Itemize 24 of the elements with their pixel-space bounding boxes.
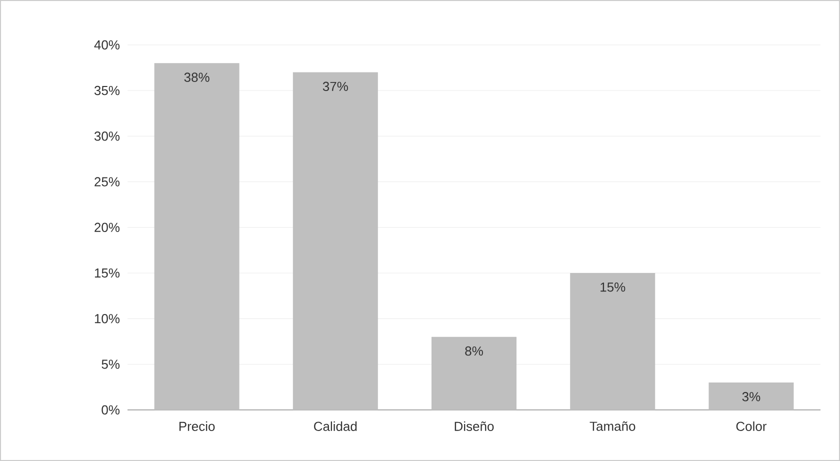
x-tick-label: Precio [179, 421, 215, 431]
y-tick-label: 0% [102, 405, 120, 414]
x-tick-label: Calidad [314, 421, 357, 431]
bar [708, 382, 794, 410]
y-tick-label: 15% [94, 268, 120, 278]
x-tick-label: Color [736, 421, 767, 431]
y-tick-label: 25% [94, 177, 120, 186]
data-label: 38% [184, 72, 210, 82]
y-tick-label: 35% [94, 86, 120, 96]
data-label: 15% [600, 282, 626, 292]
x-tick-label: Diseño [454, 421, 494, 431]
y-tick-label: 40% [94, 40, 120, 50]
data-label: 8% [465, 346, 483, 356]
data-label: 3% [742, 392, 760, 402]
y-tick-label: 10% [94, 314, 120, 324]
bar [292, 72, 378, 410]
y-tick-label: 5% [102, 360, 120, 369]
y-tick-label: 20% [94, 222, 120, 232]
bar [154, 63, 240, 410]
bar [570, 273, 656, 410]
x-tick-label: Tamaño [590, 421, 636, 431]
data-label: 37% [322, 82, 348, 92]
y-tick-label: 30% [94, 132, 120, 141]
bar [432, 336, 517, 410]
